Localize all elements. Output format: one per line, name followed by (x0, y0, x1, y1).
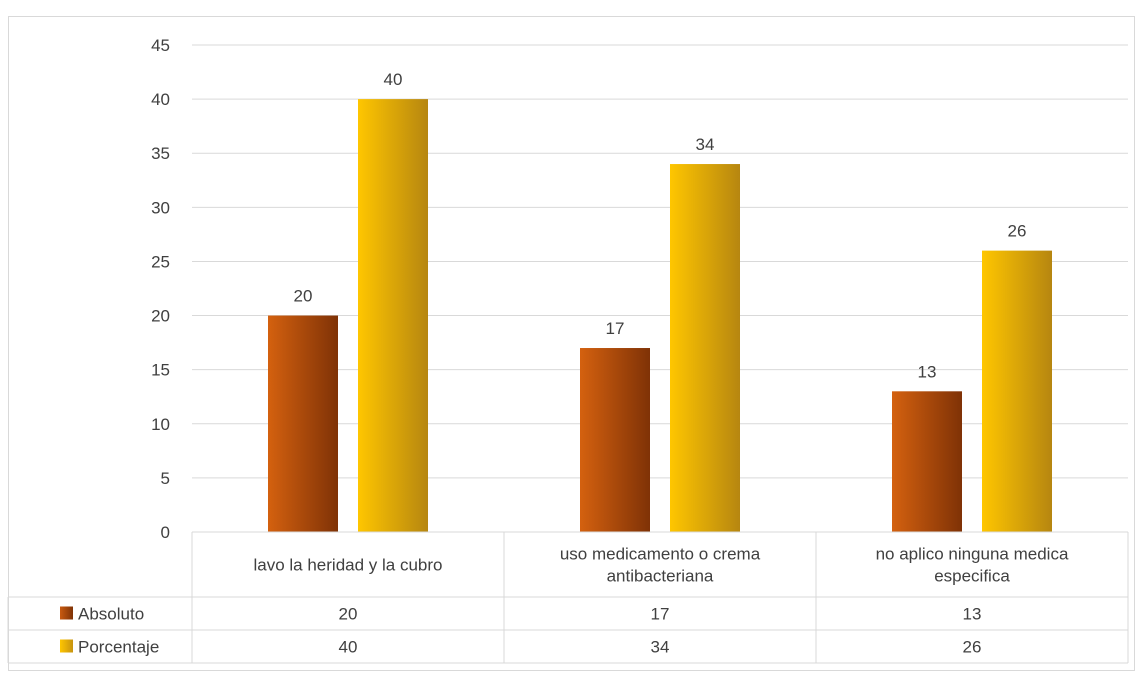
bar-porcentaje (358, 99, 428, 532)
data-label: 20 (294, 287, 313, 306)
x-category-label: no aplico ninguna medica especifica (876, 545, 1069, 586)
bar-absoluto (268, 315, 338, 532)
legend-label: Absoluto (78, 605, 144, 624)
bar-porcentaje (982, 250, 1052, 532)
y-tick-label: 15 (151, 361, 170, 380)
y-tick-label: 10 (151, 415, 170, 434)
y-tick-label: 20 (151, 307, 170, 326)
x-category-label: lavo la heridad y la cubro (253, 556, 442, 575)
y-tick-label: 40 (151, 90, 170, 109)
data-label: 34 (696, 135, 715, 154)
data-label: 17 (606, 319, 625, 338)
legend-label: Porcentaje (78, 638, 159, 657)
y-tick-label: 35 (151, 144, 170, 163)
y-tick-label: 45 (151, 36, 170, 55)
y-tick-label: 30 (151, 198, 170, 217)
bar-porcentaje (670, 164, 740, 533)
table-cell-value: 34 (651, 638, 670, 657)
y-tick-label: 0 (161, 523, 170, 542)
data-label: 13 (918, 362, 937, 381)
bar-absoluto (580, 348, 650, 532)
table-cell-value: 26 (963, 638, 982, 657)
data-label: 26 (1008, 222, 1027, 241)
legend-key-porcentaje (60, 639, 73, 653)
y-tick-label: 5 (161, 469, 170, 488)
chart-frame (8, 16, 1135, 671)
table-cell-value: 17 (651, 605, 670, 624)
bar-absoluto (892, 391, 962, 532)
data-label: 40 (384, 70, 403, 89)
table-cell-value: 40 (339, 638, 358, 657)
x-category-label: uso medicamento o crema antibacteriana (560, 545, 761, 586)
table-cell-value: 20 (339, 605, 358, 624)
y-tick-label: 25 (151, 252, 170, 271)
legend-key-absoluto (60, 606, 73, 620)
table-cell-value: 13 (963, 605, 982, 624)
